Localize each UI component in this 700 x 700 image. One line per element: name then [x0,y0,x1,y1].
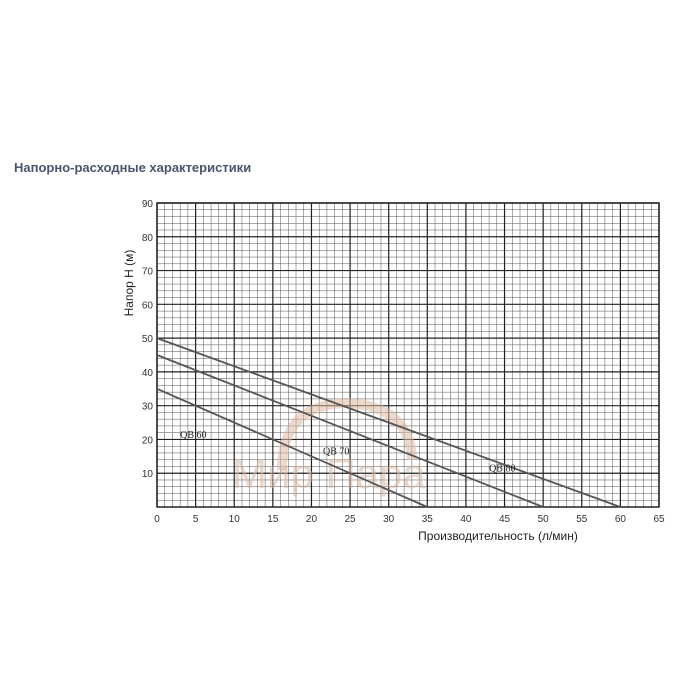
series-label: QB 60 [180,430,206,441]
series-lines [156,337,621,508]
y-tick-label: 30 [142,402,154,413]
x-tick-labels: 0 5 10 15 20 25 30 35 40 45 50 55 60 65 [154,514,665,525]
watermark-logo: Мир Пара [232,397,426,497]
x-tick-label: 30 [383,514,395,525]
series-labels: QB 60 QB 70 QB 80 [180,430,515,475]
series-line [156,387,428,508]
x-tick-label: 50 [538,514,550,525]
y-tick-label: 80 [142,233,154,244]
y-tick-label: 10 [142,469,154,480]
x-tick-label: 5 [193,514,199,525]
y-tick-label: 60 [142,300,154,311]
y-tick-label: 50 [142,334,154,345]
x-tick-label: 60 [615,514,627,525]
watermark-arc [277,397,417,471]
y-tick-label: 90 [142,199,154,210]
x-tick-label: 40 [460,514,472,525]
x-tick-label: 0 [154,514,160,525]
series-label: QB 70 [323,447,349,458]
series-label: QB 80 [489,464,515,475]
x-axis-label: Производительность (л/мин) [418,529,578,543]
chart-heading: Напорно-расходные характеристики [14,160,252,175]
series-line [156,337,621,508]
x-tick-label: 45 [499,514,511,525]
series-line [156,354,544,508]
x-tick-label: 65 [653,514,665,525]
x-tick-label: 10 [229,514,241,525]
y-tick-label: 70 [142,267,154,278]
x-tick-label: 25 [345,514,357,525]
x-tick-label: 35 [422,514,434,525]
x-tick-label: 20 [306,514,318,525]
y-tick-labels: 10 20 30 40 50 60 70 80 90 [142,199,154,480]
y-tick-label: 20 [142,435,154,446]
y-axis-label: Напор Н (м) [122,250,136,317]
x-tick-label: 55 [576,514,588,525]
y-tick-label: 40 [142,368,154,379]
x-tick-label: 15 [267,514,279,525]
watermark-text: Мир Пара [232,450,426,497]
